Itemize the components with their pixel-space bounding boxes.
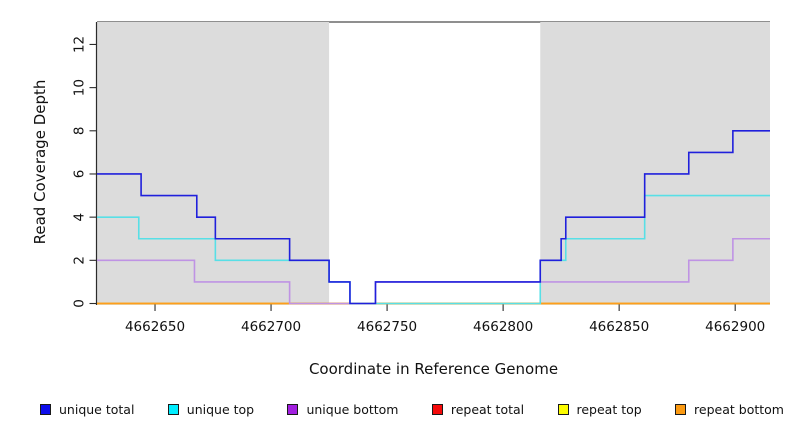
legend-item-unique-bottom: unique bottom bbox=[287, 401, 399, 417]
legend-item-repeat-bottom: repeat bottom bbox=[675, 402, 784, 417]
x-tick-label: 4662700 bbox=[241, 319, 301, 335]
x-tick-label: 4662850 bbox=[589, 319, 649, 335]
plot-area: 0 2 4 6 8 10 12 4662650 4662700 4662750 4662800 466… bbox=[71, 21, 770, 335]
legend-item-repeat-top: repeat top bbox=[557, 401, 642, 417]
y-tick-label: 6 bbox=[72, 170, 88, 179]
legend-swatch-repeat-total bbox=[431, 403, 443, 415]
legend-label: repeat top bbox=[576, 401, 642, 417]
x-tick-label: 4662650 bbox=[125, 319, 185, 335]
legend-item-unique-top: unique top bbox=[167, 401, 255, 417]
legend-label: unique top bbox=[186, 401, 255, 417]
y-tick-label: 2 bbox=[72, 256, 88, 265]
y-tick-label: 12 bbox=[72, 36, 88, 53]
legend-label: repeat bottom bbox=[694, 401, 784, 417]
y-axis-title: Read Coverage Depth bbox=[31, 79, 49, 245]
legend-label: unique total bbox=[59, 401, 135, 417]
legend-label: repeat total bbox=[450, 401, 525, 417]
legend-item-unique-total: unique total bbox=[40, 402, 134, 417]
x-axis-title: Coordinate in Reference Genome bbox=[308, 360, 559, 378]
legend-swatch-unique-total bbox=[40, 403, 51, 415]
y-tick-label: 8 bbox=[72, 127, 88, 136]
highlight-region bbox=[540, 22, 770, 304]
legend: unique total unique top unique bottom repea… bbox=[40, 399, 784, 419]
legend-swatch-repeat-top bbox=[557, 403, 569, 415]
highlight-region bbox=[97, 22, 330, 304]
legend-swatch-unique-top bbox=[167, 403, 179, 415]
y-tick-label: 10 bbox=[72, 79, 88, 96]
legend-label: unique bottom bbox=[306, 401, 399, 417]
legend-swatch-repeat-bottom bbox=[675, 403, 687, 415]
x-tick-label: 4662800 bbox=[473, 319, 533, 335]
legend-item-repeat-total: repeat total bbox=[431, 401, 525, 417]
y-tick-label: 4 bbox=[71, 213, 87, 222]
x-tick-label: 4662900 bbox=[705, 319, 765, 335]
x-tick-label: 4662750 bbox=[357, 319, 417, 335]
y-tick-label: 0 bbox=[72, 299, 88, 308]
series-line-unique-total bbox=[97, 130, 770, 305]
legend-swatch-unique-bottom bbox=[287, 403, 299, 415]
